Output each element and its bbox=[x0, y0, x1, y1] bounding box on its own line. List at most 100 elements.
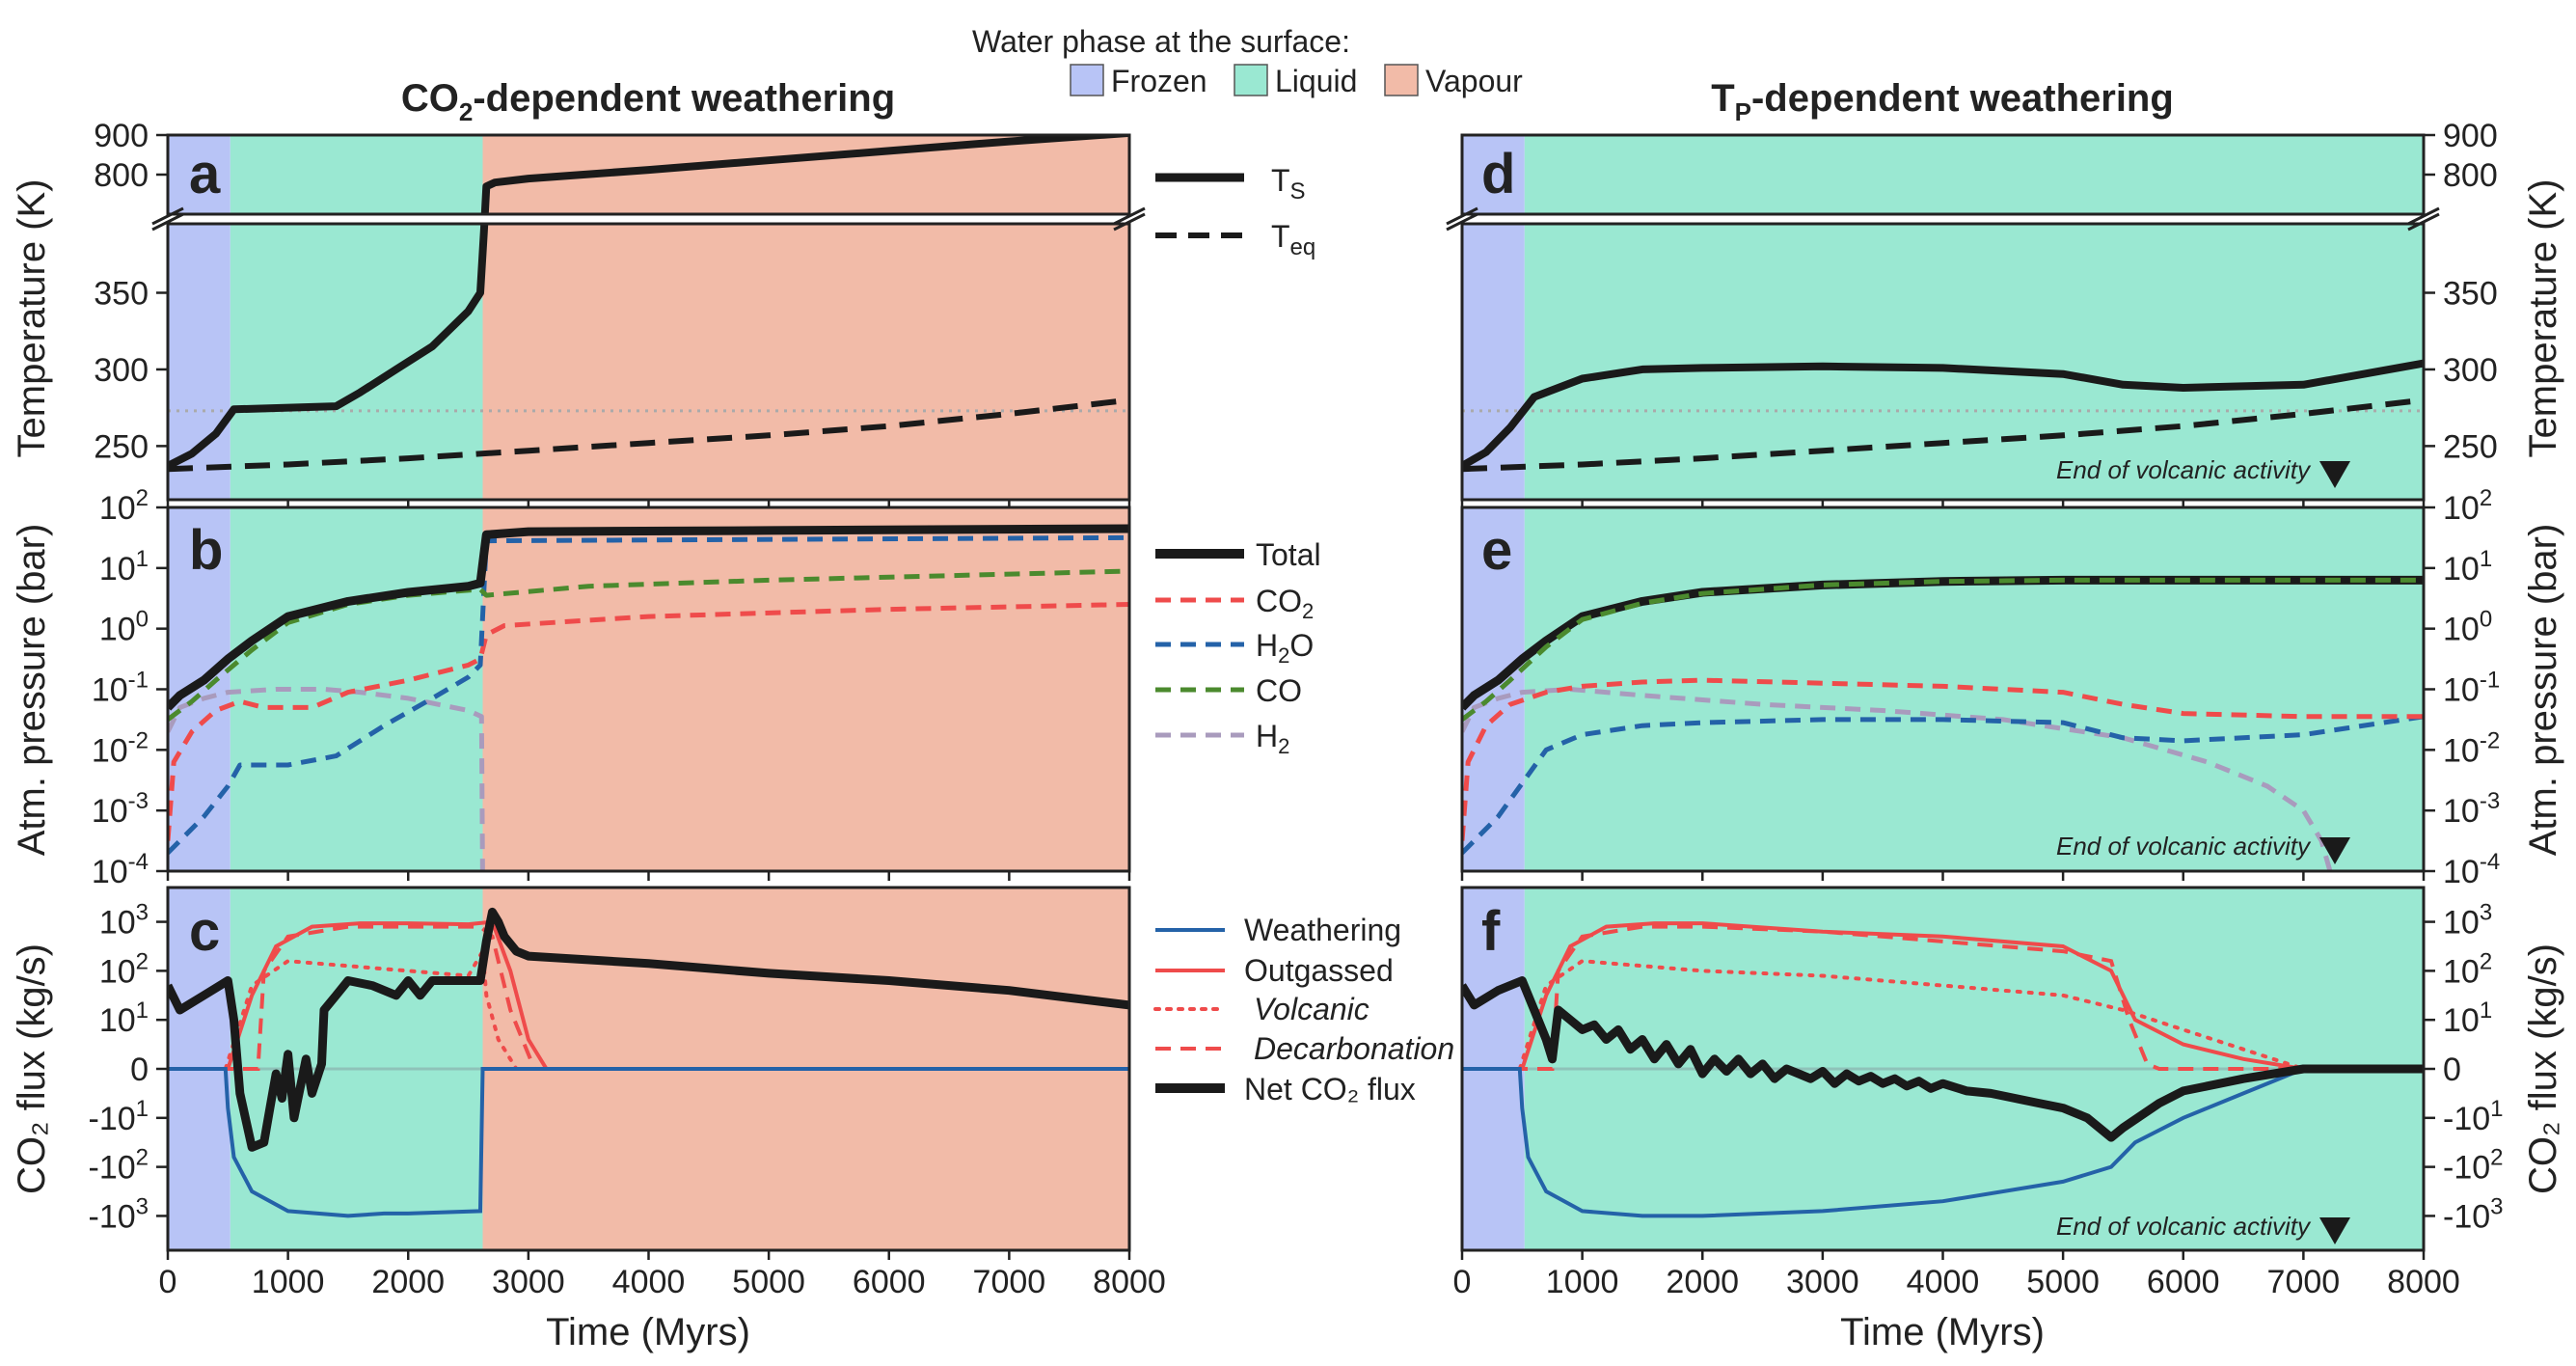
phase-band-b-liquid bbox=[230, 507, 483, 871]
phase-legend: Water phase at the surface: Frozen Liqui… bbox=[972, 24, 1523, 98]
y-tick-label-a-upper: 800 bbox=[94, 157, 149, 194]
panel-f-flux: 103 102 101 0 -101 -102 -103 0 1000 2000 3000 4000 5… bbox=[1453, 886, 2504, 1300]
y-tick-label-e: 10-4 bbox=[2443, 849, 2500, 890]
y-tick-label-c: 101 bbox=[99, 997, 149, 1039]
legend-co2-label: CO2 bbox=[1256, 584, 1314, 623]
x-tick-label-f: 5000 bbox=[2026, 1264, 2100, 1300]
temperature-legend: TS Teq bbox=[1155, 163, 1315, 260]
x-tick-label-f: 8000 bbox=[2387, 1264, 2460, 1300]
y-tick-label-e: 100 bbox=[2443, 607, 2492, 648]
phase-band-b-frozen bbox=[168, 507, 230, 871]
phase-band-a-frozen bbox=[168, 135, 230, 500]
end-volcanic-marker-e bbox=[2319, 837, 2350, 864]
phase-band-b-vapour bbox=[482, 507, 1129, 871]
x-tick-label-c: 1000 bbox=[252, 1264, 325, 1300]
x-tick-label-f: 0 bbox=[1453, 1264, 1472, 1300]
y-tick-label-d-lower: 350 bbox=[2443, 276, 2498, 313]
axis-break-band-d bbox=[1460, 214, 2426, 224]
y-tick-label-a-lower: 300 bbox=[94, 352, 149, 389]
x-tick-label-f: 3000 bbox=[1786, 1264, 1859, 1300]
y-tick-label-b: 10-3 bbox=[92, 788, 149, 830]
x-tick-label-c: 0 bbox=[159, 1264, 177, 1300]
vapour-swatch bbox=[1384, 64, 1419, 96]
h2o-pressure-line-b bbox=[168, 534, 1129, 855]
x-tick-label-f: 6000 bbox=[2147, 1264, 2220, 1300]
y-tick-label-d-upper: 900 bbox=[2443, 118, 2498, 154]
y-tick-label-f: 0 bbox=[2443, 1052, 2461, 1088]
x-tick-label-c: 2000 bbox=[371, 1264, 445, 1300]
y-tick-label-b: 10-4 bbox=[92, 849, 149, 890]
phase-band-d-liquid bbox=[1524, 135, 2424, 500]
y-tick-label-d-upper: 800 bbox=[2443, 157, 2498, 194]
break-mark-a bbox=[151, 212, 184, 232]
ts-line-a bbox=[168, 135, 1129, 470]
phase-band-a-vapour bbox=[482, 135, 1129, 500]
y-tick-label-b: 10-2 bbox=[92, 727, 149, 769]
legend-outgassed-label: Outgassed bbox=[1244, 953, 1394, 988]
panel-letter-f: f bbox=[1481, 900, 1501, 963]
panel-e-pressure: 102 101 100 10-1 10-2 10-3 10-4 End of volcanic… bbox=[1460, 485, 2500, 890]
decarbonation-line-f bbox=[1462, 924, 2424, 1071]
y-tick-label-f: -102 bbox=[2443, 1145, 2504, 1187]
legend-h2o-label: H2O bbox=[1256, 628, 1314, 668]
legend-h2-label: H2 bbox=[1256, 719, 1289, 758]
x-tick-label-c: 7000 bbox=[973, 1264, 1046, 1300]
y-tick-label-d-lower: 300 bbox=[2443, 352, 2498, 389]
break-mark-d bbox=[2407, 212, 2440, 232]
total-pressure-line-b bbox=[168, 524, 1129, 711]
y-tick-label-e: 101 bbox=[2443, 546, 2492, 587]
legend-co-label: CO bbox=[1256, 673, 1302, 708]
legend-decarbonation-label: Decarbonation bbox=[1254, 1031, 1454, 1066]
h2o-pressure-line-e bbox=[1462, 714, 2424, 855]
x-tick-label-c: 6000 bbox=[853, 1264, 926, 1300]
legend-total-label: Total bbox=[1256, 537, 1321, 572]
co-pressure-line-e bbox=[1462, 577, 2424, 722]
time-label-right: Time (Myrs) bbox=[1840, 1311, 2045, 1353]
y-tick-label-c: -102 bbox=[89, 1145, 149, 1187]
phase-band-e-frozen bbox=[1462, 507, 1525, 871]
y-tick-label-a-lower: 350 bbox=[94, 276, 149, 313]
weathering-line-f bbox=[1462, 1067, 2424, 1218]
y-tick-label-e: 10-1 bbox=[2443, 668, 2500, 709]
temperature-label-right: Temperature (K) bbox=[2522, 179, 2564, 458]
break-mark-a bbox=[1113, 206, 1146, 226]
y-tick-label-b: 100 bbox=[99, 607, 149, 648]
pressure-label-right: Atm. pressure (bar) bbox=[2522, 524, 2564, 857]
y-tick-label-c: 102 bbox=[99, 948, 149, 990]
frozen-swatch bbox=[1070, 64, 1104, 96]
end-volcanic-note-e: End of volcanic activity bbox=[2056, 832, 2312, 861]
outgassed-line-c bbox=[168, 919, 1129, 1071]
panel-letter-d: d bbox=[1481, 143, 1515, 205]
flux-label-left: CO₂ flux (kg/s) bbox=[11, 943, 53, 1194]
legend-volcanic-label: Volcanic bbox=[1254, 992, 1369, 1026]
x-tick-label-c: 5000 bbox=[732, 1264, 805, 1300]
y-tick-label-f: -103 bbox=[2443, 1193, 2504, 1235]
y-tick-label-f: -101 bbox=[2443, 1096, 2504, 1137]
liquid-label: Liquid bbox=[1275, 64, 1357, 98]
phase-band-e-liquid bbox=[1524, 507, 2424, 871]
co2-pressure-line-b bbox=[168, 602, 1129, 841]
flux-legend: Weathering Outgassed Volcanic Decarbonat… bbox=[1153, 913, 1454, 1106]
pressure-legend: Total CO2 H2O CO H2 bbox=[1155, 537, 1321, 758]
break-mark-a bbox=[1113, 212, 1146, 232]
end-volcanic-marker-f bbox=[2319, 1217, 2350, 1244]
panel-letter-e: e bbox=[1481, 519, 1512, 582]
phase-band-a-liquid bbox=[230, 135, 483, 500]
phase-band-d-frozen bbox=[1462, 135, 1525, 500]
y-tick-label-b: 10-1 bbox=[92, 668, 149, 709]
liquid-swatch bbox=[1234, 64, 1268, 96]
vapour-label: Vapour bbox=[1425, 64, 1523, 98]
net-flux-line-c bbox=[168, 907, 1129, 1152]
panel-letter-a: a bbox=[189, 143, 221, 205]
volcanic-line-c bbox=[168, 944, 1129, 1071]
y-tick-label-c: -101 bbox=[89, 1096, 149, 1137]
break-mark-d bbox=[1446, 206, 1478, 226]
y-tick-label-e: 10-2 bbox=[2443, 727, 2500, 769]
y-tick-label-a-upper: 900 bbox=[94, 118, 149, 154]
x-tick-label-f: 2000 bbox=[1666, 1264, 1739, 1300]
end-volcanic-note-f: End of volcanic activity bbox=[2056, 1212, 2312, 1241]
break-mark-a bbox=[151, 206, 184, 226]
x-tick-label-f: 1000 bbox=[1546, 1264, 1619, 1300]
y-tick-label-c: -103 bbox=[89, 1193, 149, 1235]
